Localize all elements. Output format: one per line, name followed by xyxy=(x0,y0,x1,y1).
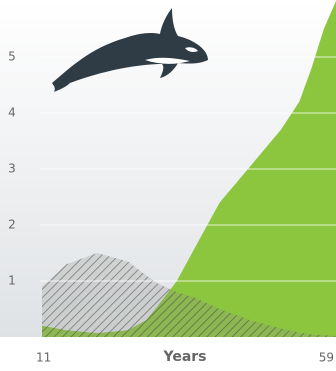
orca-illustration xyxy=(52,8,208,92)
y-tick-label: 1 xyxy=(8,274,16,288)
y-tick-label: 4 xyxy=(8,106,16,120)
x-axis-label: Years xyxy=(162,349,206,365)
area xyxy=(42,1,336,337)
axis-band xyxy=(0,337,336,371)
y-tick-label: 5 xyxy=(8,50,16,64)
x-tick-label: 59 xyxy=(319,351,334,365)
hatched-area xyxy=(42,253,336,337)
x-tick-label: 11 xyxy=(36,351,51,365)
y-tick-label: 3 xyxy=(8,162,16,176)
y-tick-label: 2 xyxy=(8,218,16,232)
